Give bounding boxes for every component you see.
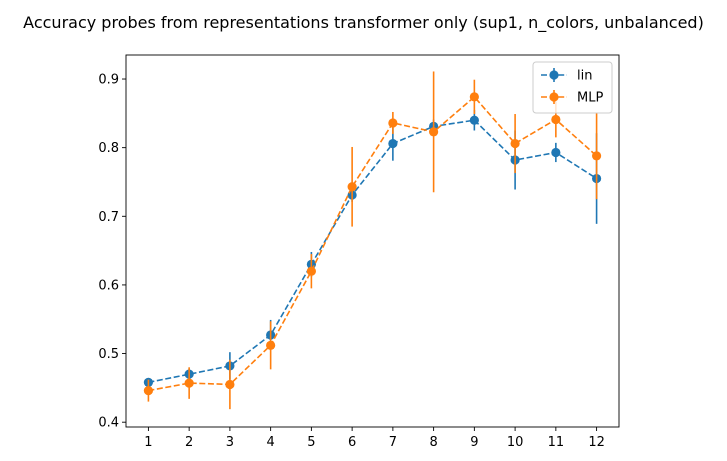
data-point [591, 151, 602, 161]
x-tick-label: 7 [389, 435, 397, 450]
plot-frame [125, 54, 620, 428]
data-point [469, 92, 479, 102]
y-tick-label: 0.4 [98, 416, 119, 431]
x-tick-label: 1 [144, 435, 152, 450]
series-layer [143, 71, 602, 410]
legend: lin MLP [532, 61, 613, 114]
y-tick-label: 0.5 [98, 347, 119, 362]
data-point [184, 378, 194, 388]
x-tick-label: 11 [548, 435, 565, 450]
y-tick-label: 0.9 [98, 73, 119, 88]
series-line [148, 95, 598, 392]
x-axis: 1 2 3 4 5 6 7 8 9 10 11 12 [144, 427, 605, 450]
x-tick-label: 4 [266, 435, 274, 450]
chart-title: Accuracy probes from representations tra… [23, 13, 704, 33]
data-point [347, 182, 357, 192]
data-point [510, 138, 520, 149]
y-axis: 0.4 0.5 0.6 0.7 0.8 0.9 [98, 73, 126, 431]
x-tick-label: 5 [307, 435, 315, 450]
data-point [225, 379, 235, 390]
x-tick-label: 8 [429, 435, 437, 450]
legend-marker [549, 70, 559, 80]
legend-label: MLP [577, 91, 603, 106]
data-point [388, 118, 398, 128]
x-tick-label: 9 [470, 435, 478, 450]
y-tick-label: 0.6 [98, 278, 119, 293]
x-tick-label: 10 [507, 435, 524, 450]
y-tick-label: 0.7 [98, 210, 119, 225]
data-point [469, 115, 479, 125]
plot-area [125, 54, 620, 428]
legend-marker [549, 92, 559, 102]
x-tick-label: 3 [226, 435, 234, 450]
data-point [551, 147, 561, 158]
data-point [388, 138, 398, 149]
data-point [429, 127, 439, 137]
data-point [266, 340, 276, 350]
data-point [551, 114, 561, 125]
legend-label: lin [577, 69, 592, 84]
series-line [148, 119, 598, 384]
series-mlp [143, 71, 602, 410]
x-tick-label: 6 [348, 435, 356, 450]
x-tick-label: 12 [588, 435, 605, 450]
data-point [143, 386, 154, 396]
data-point [306, 266, 316, 276]
x-tick-label: 2 [185, 435, 193, 450]
y-tick-label: 0.8 [98, 141, 119, 156]
